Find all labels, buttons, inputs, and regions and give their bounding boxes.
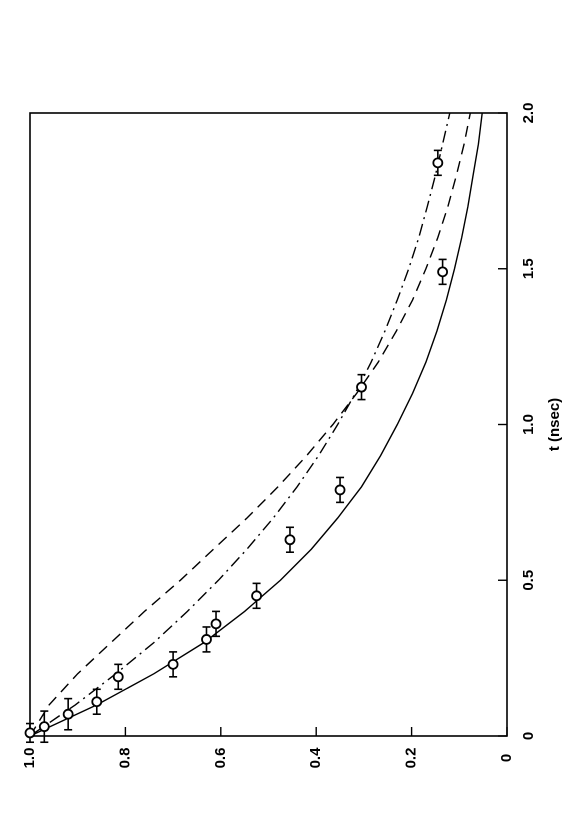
x-axis-label: t (nsec) <box>546 398 563 451</box>
marker-7 <box>210 618 222 630</box>
y-tick-label-3: 0.6 <box>212 748 229 769</box>
marker-0 <box>24 727 36 739</box>
tick-labels: 0 0.5 1.0 1.5 2.0 0 0.2 0.4 0.6 0.8 1.0 <box>21 103 537 769</box>
marker-10 <box>334 484 346 496</box>
x-tick-label-4: 2.0 <box>520 103 537 124</box>
curve-dashed <box>29 112 471 737</box>
x-tick-label-3: 1.5 <box>520 258 537 279</box>
marker-11 <box>356 381 367 393</box>
data-point-0 <box>24 722 36 744</box>
data-point-8 <box>251 582 262 610</box>
data-point-13 <box>432 149 444 177</box>
marker-1 <box>38 721 50 733</box>
marker-5 <box>167 658 179 670</box>
y-tick-label-1: 0.2 <box>403 748 420 769</box>
marker-6 <box>201 634 212 645</box>
curve-solid <box>29 112 483 737</box>
x-tick-label-1: 0.5 <box>520 570 537 591</box>
marker-2 <box>62 708 74 720</box>
data-point-1 <box>38 710 50 744</box>
x-tick-label-0: 0 <box>520 732 537 740</box>
model-curves <box>29 112 483 737</box>
marker-8 <box>251 590 262 602</box>
curve-dash-dot <box>29 112 451 737</box>
x-tick-label-2: 1.0 <box>520 414 537 435</box>
data-point-9 <box>284 526 296 554</box>
marker-13 <box>432 157 444 169</box>
data-point-3 <box>91 688 103 715</box>
marker-9 <box>284 534 296 546</box>
plot-area <box>24 112 508 744</box>
marker-3 <box>91 696 103 708</box>
data-point-12 <box>437 258 449 286</box>
marker-12 <box>437 266 449 278</box>
data-point-10 <box>334 476 346 504</box>
data-point-2 <box>62 697 74 731</box>
data-points <box>24 149 449 744</box>
data-point-7 <box>210 610 222 638</box>
y-tick-label-5: 1.0 <box>21 748 38 769</box>
data-point-4 <box>112 663 124 691</box>
data-point-5 <box>167 651 179 678</box>
marker-4 <box>112 671 124 683</box>
y-tick-label-4: 0.8 <box>116 748 133 769</box>
plot-frame <box>29 112 508 737</box>
tick-marks <box>29 112 508 737</box>
data-point-11 <box>356 373 367 401</box>
y-tick-label-2: 0.4 <box>307 747 324 769</box>
data-point-6 <box>201 626 212 653</box>
y-tick-label-0: 0 <box>498 754 515 762</box>
